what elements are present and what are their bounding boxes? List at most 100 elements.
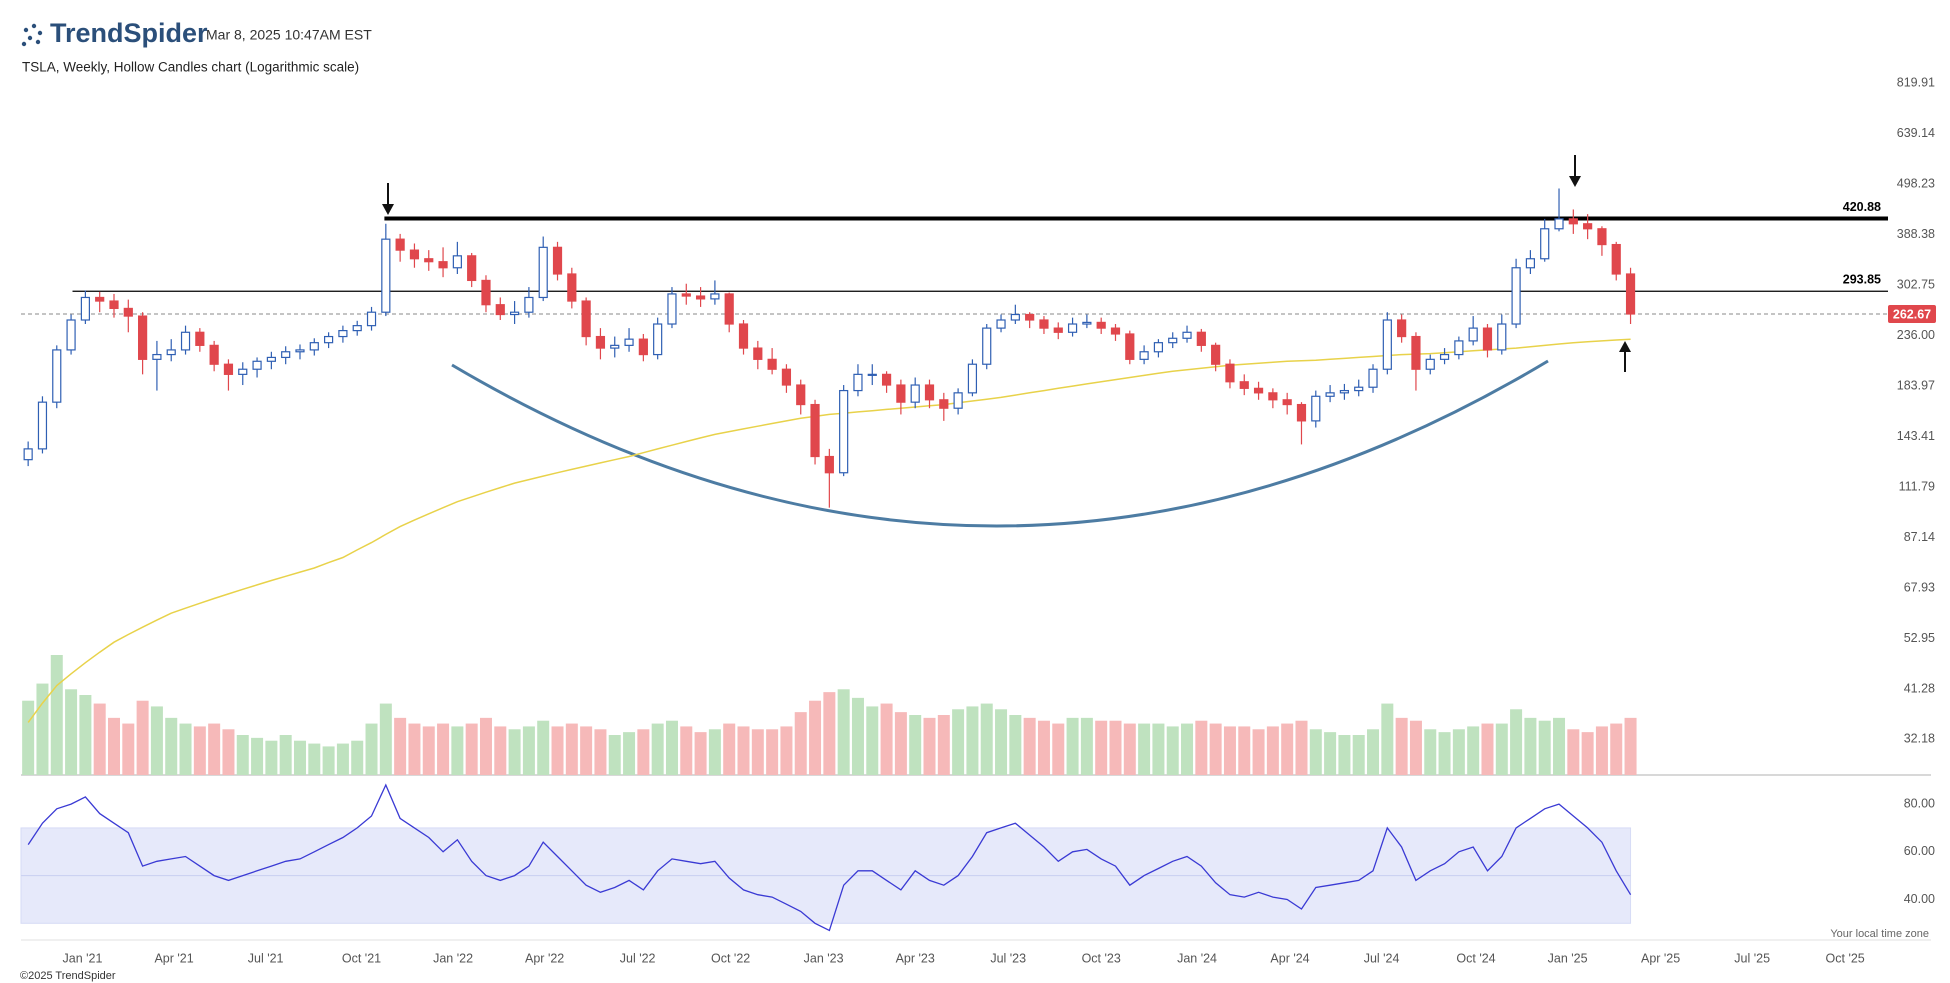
y-tick-label: 498.23	[1897, 177, 1935, 191]
volume-bar	[980, 703, 993, 775]
candle-body	[1382, 319, 1392, 370]
x-tick-label: Jul '22	[620, 951, 656, 965]
x-tick-label: Jul '21	[248, 951, 284, 965]
volume-bar	[437, 723, 450, 775]
candle-body	[1039, 319, 1049, 329]
candle-body	[509, 311, 520, 316]
volume-bar	[1009, 715, 1022, 775]
x-tick-label: Jan '24	[1177, 951, 1217, 965]
volume-bar	[966, 706, 979, 775]
volume-bar	[1166, 726, 1179, 775]
volume-bar	[1195, 720, 1208, 775]
x-tick-label: Apr '25	[1641, 951, 1680, 965]
candle-body	[1211, 344, 1221, 365]
candle-body	[1225, 363, 1235, 383]
volume-bar	[65, 689, 78, 775]
candle-body	[395, 238, 405, 251]
y-tick-label: 87.14	[1904, 530, 1935, 544]
volume-bar	[1538, 720, 1551, 775]
volume-bar	[1624, 717, 1637, 775]
candle-body	[123, 307, 133, 317]
volume-bar	[465, 723, 478, 775]
candle-body	[1311, 395, 1321, 422]
volume-bar	[165, 717, 178, 775]
candle-body	[37, 401, 48, 450]
x-tick-label: Oct '21	[342, 951, 381, 965]
timezone-note: Your local time zone	[1830, 928, 1929, 940]
volume-bar	[408, 723, 421, 775]
volume-bar	[279, 735, 292, 775]
candle-body	[152, 353, 162, 360]
volume-bar	[1352, 735, 1365, 775]
volume-bar	[1138, 723, 1151, 775]
volume-bar	[837, 689, 850, 775]
candle-body	[1025, 313, 1035, 321]
candle-body	[1511, 267, 1521, 325]
x-tick-label: Oct '22	[711, 951, 750, 965]
candle-body	[138, 315, 148, 360]
volume-bar	[1238, 726, 1251, 775]
volume-bar	[1023, 717, 1036, 775]
candle-body	[1325, 392, 1335, 397]
candle-body	[295, 349, 305, 353]
rsi-tick-label: 60.00	[1904, 844, 1935, 858]
candle-body	[238, 368, 248, 375]
candle-body	[910, 384, 920, 403]
candle-body	[710, 293, 720, 300]
candle-body	[810, 403, 820, 458]
candle-body	[839, 389, 849, 474]
candle-body	[1482, 327, 1493, 351]
cup-curve	[451, 359, 1549, 528]
volume-bar	[451, 726, 464, 775]
x-tick-label: Jan '25	[1548, 951, 1588, 965]
volume-bar	[1467, 726, 1480, 775]
volume-bar	[251, 737, 264, 775]
volume-bar	[995, 709, 1008, 775]
volume-bar	[365, 723, 378, 775]
volume-bar	[1266, 726, 1279, 775]
volume-bar	[1066, 717, 1079, 775]
candle-body	[1125, 333, 1135, 360]
volume-bar	[1510, 709, 1523, 775]
volume-bar	[122, 723, 135, 775]
candle-body	[495, 304, 505, 316]
volume-bar	[1367, 729, 1380, 775]
x-tick-label: Oct '23	[1082, 951, 1121, 965]
volume-bar	[1295, 720, 1308, 775]
candle-body	[1368, 368, 1378, 388]
volume-bar	[937, 715, 950, 775]
y-tick-label: 183.97	[1897, 378, 1935, 392]
candle-body	[266, 356, 276, 362]
candle-body	[66, 319, 76, 351]
candle-body	[796, 384, 806, 406]
candle-body	[767, 358, 777, 370]
volume-bar	[1409, 720, 1422, 775]
volume-bar	[737, 726, 750, 775]
volume-bar	[322, 746, 335, 775]
volume-bar	[723, 723, 736, 775]
candle-body	[681, 293, 691, 297]
volume-bar	[522, 726, 535, 775]
x-tick-label: Apr '22	[525, 951, 564, 965]
volume-bar	[923, 717, 936, 775]
candle-body	[252, 360, 262, 370]
candle-body	[867, 373, 877, 376]
candle-body	[1540, 228, 1550, 260]
volume-bar	[680, 726, 693, 775]
candle-body	[424, 258, 434, 263]
volume-bar	[208, 723, 221, 775]
candle-body	[95, 296, 105, 302]
volume-bar	[1524, 717, 1537, 775]
candle-body	[366, 311, 377, 327]
x-tick-label: Oct '24	[1456, 951, 1495, 965]
volume-bar	[193, 726, 206, 775]
volume-bar	[1424, 729, 1437, 775]
volume-bar	[265, 740, 278, 775]
candle-body	[52, 349, 62, 403]
volume-bar	[866, 706, 879, 775]
candle-body	[281, 351, 291, 359]
volume-bar	[1581, 732, 1594, 775]
volume-bar	[494, 726, 507, 775]
candle-body	[381, 238, 391, 313]
volume-bar	[880, 703, 893, 775]
